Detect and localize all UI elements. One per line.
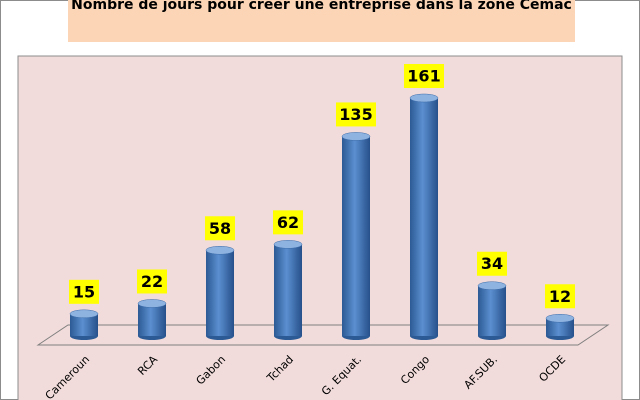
value-label-box — [545, 284, 575, 309]
bar-top — [477, 281, 507, 290]
value-label-box — [273, 210, 303, 235]
value-label-box — [205, 216, 235, 241]
chart-title: Nombre de jours pour créer une entrepris… — [68, 0, 575, 42]
bar-body — [478, 285, 506, 336]
bar-body — [70, 313, 98, 336]
value-label: 34 — [481, 254, 503, 273]
bar-body — [342, 136, 370, 336]
bar-body — [274, 244, 302, 336]
bar-top — [545, 314, 575, 323]
value-label-box — [477, 251, 507, 276]
bar-body — [546, 318, 574, 336]
plot-area — [17, 55, 623, 400]
bar-body — [138, 303, 166, 336]
bar-top — [273, 240, 303, 249]
value-label: 12 — [549, 287, 571, 306]
bar — [341, 132, 371, 340]
bar-top — [69, 309, 99, 319]
value-label: 135 — [339, 105, 372, 124]
bar — [545, 314, 575, 340]
bar-top — [341, 132, 371, 141]
bar — [409, 93, 439, 340]
bar-body — [410, 98, 438, 336]
value-label: 161 — [407, 67, 440, 86]
value-label: 15 — [73, 282, 95, 301]
value-label: 22 — [141, 272, 163, 291]
value-label-box — [69, 279, 99, 304]
bar — [273, 240, 303, 340]
bar-body — [206, 250, 234, 336]
bar-top — [205, 246, 235, 255]
bar — [137, 299, 167, 340]
value-label: 58 — [209, 219, 231, 238]
floor — [36, 324, 610, 346]
bar — [69, 309, 99, 340]
bar — [477, 281, 507, 340]
bar — [205, 246, 235, 340]
value-label-box — [336, 102, 376, 127]
value-label: 62 — [277, 213, 299, 232]
bar-top — [409, 93, 439, 103]
bar-top — [137, 299, 167, 308]
value-label-box — [137, 269, 167, 294]
value-label-box — [404, 64, 444, 88]
